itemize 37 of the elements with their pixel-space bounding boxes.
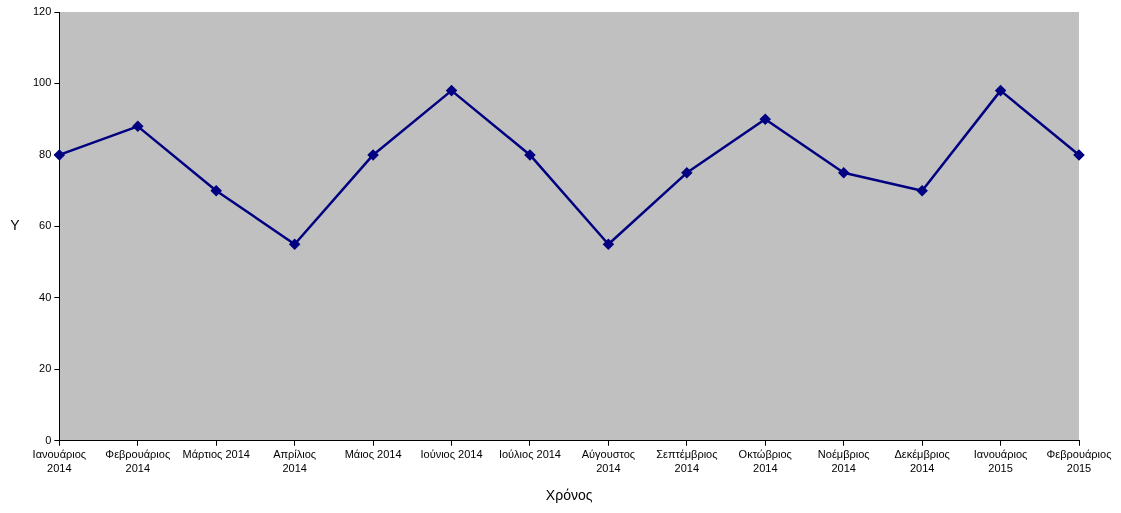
x-tick-label: Ιούνιος 2014 [420, 448, 483, 461]
y-tick-label: 80 [39, 147, 52, 160]
x-tick-label: Αύγουστος 2014 [581, 448, 636, 474]
x-axis-title: Χρόνος [545, 487, 593, 504]
y-tick-label: 40 [39, 290, 52, 303]
y-tick-label: 120 [32, 5, 52, 18]
y-tick-label: 100 [32, 76, 52, 89]
point [995, 85, 1006, 96]
point [603, 239, 614, 250]
x-tick-label: Νοέμβριος 2014 [817, 448, 870, 474]
point [54, 149, 65, 161]
x-tick-label: Φεβρουάριος 2015 [1046, 448, 1112, 474]
x-tick-label: Σεπτέμβριος 2014 [656, 448, 718, 474]
x-tick-label: Φεβρουάριος 2014 [105, 448, 171, 474]
point [446, 85, 457, 96]
x-tick-label: Ιανουάριος 2014 [32, 448, 87, 474]
x-tick-label: Ιανουάριος 2015 [973, 448, 1028, 474]
x-tick-label: Μάιος 2014 [344, 448, 402, 461]
x-tick-label: Οκτώβριος 2014 [738, 448, 792, 474]
point [838, 167, 849, 179]
point [132, 121, 144, 132]
x-tick-label: Μάρτιος 2014 [182, 448, 250, 461]
point [289, 239, 300, 250]
point [681, 167, 693, 179]
y-tick-label: 20 [39, 362, 52, 375]
y-tick-label: 0 [45, 433, 52, 446]
point [916, 185, 928, 196]
x-tick-label: Δεκέμβριος 2014 [894, 448, 950, 474]
point [760, 113, 771, 125]
point [1073, 149, 1085, 161]
point [367, 149, 379, 161]
y-tick-label: 60 [39, 219, 52, 232]
x-tick-label: Απρίλιος 2014 [273, 448, 317, 474]
y-axis-title: Y [10, 217, 21, 234]
point [524, 149, 536, 161]
point [210, 185, 222, 196]
x-tick-label: Ιούλιος 2014 [498, 448, 562, 461]
